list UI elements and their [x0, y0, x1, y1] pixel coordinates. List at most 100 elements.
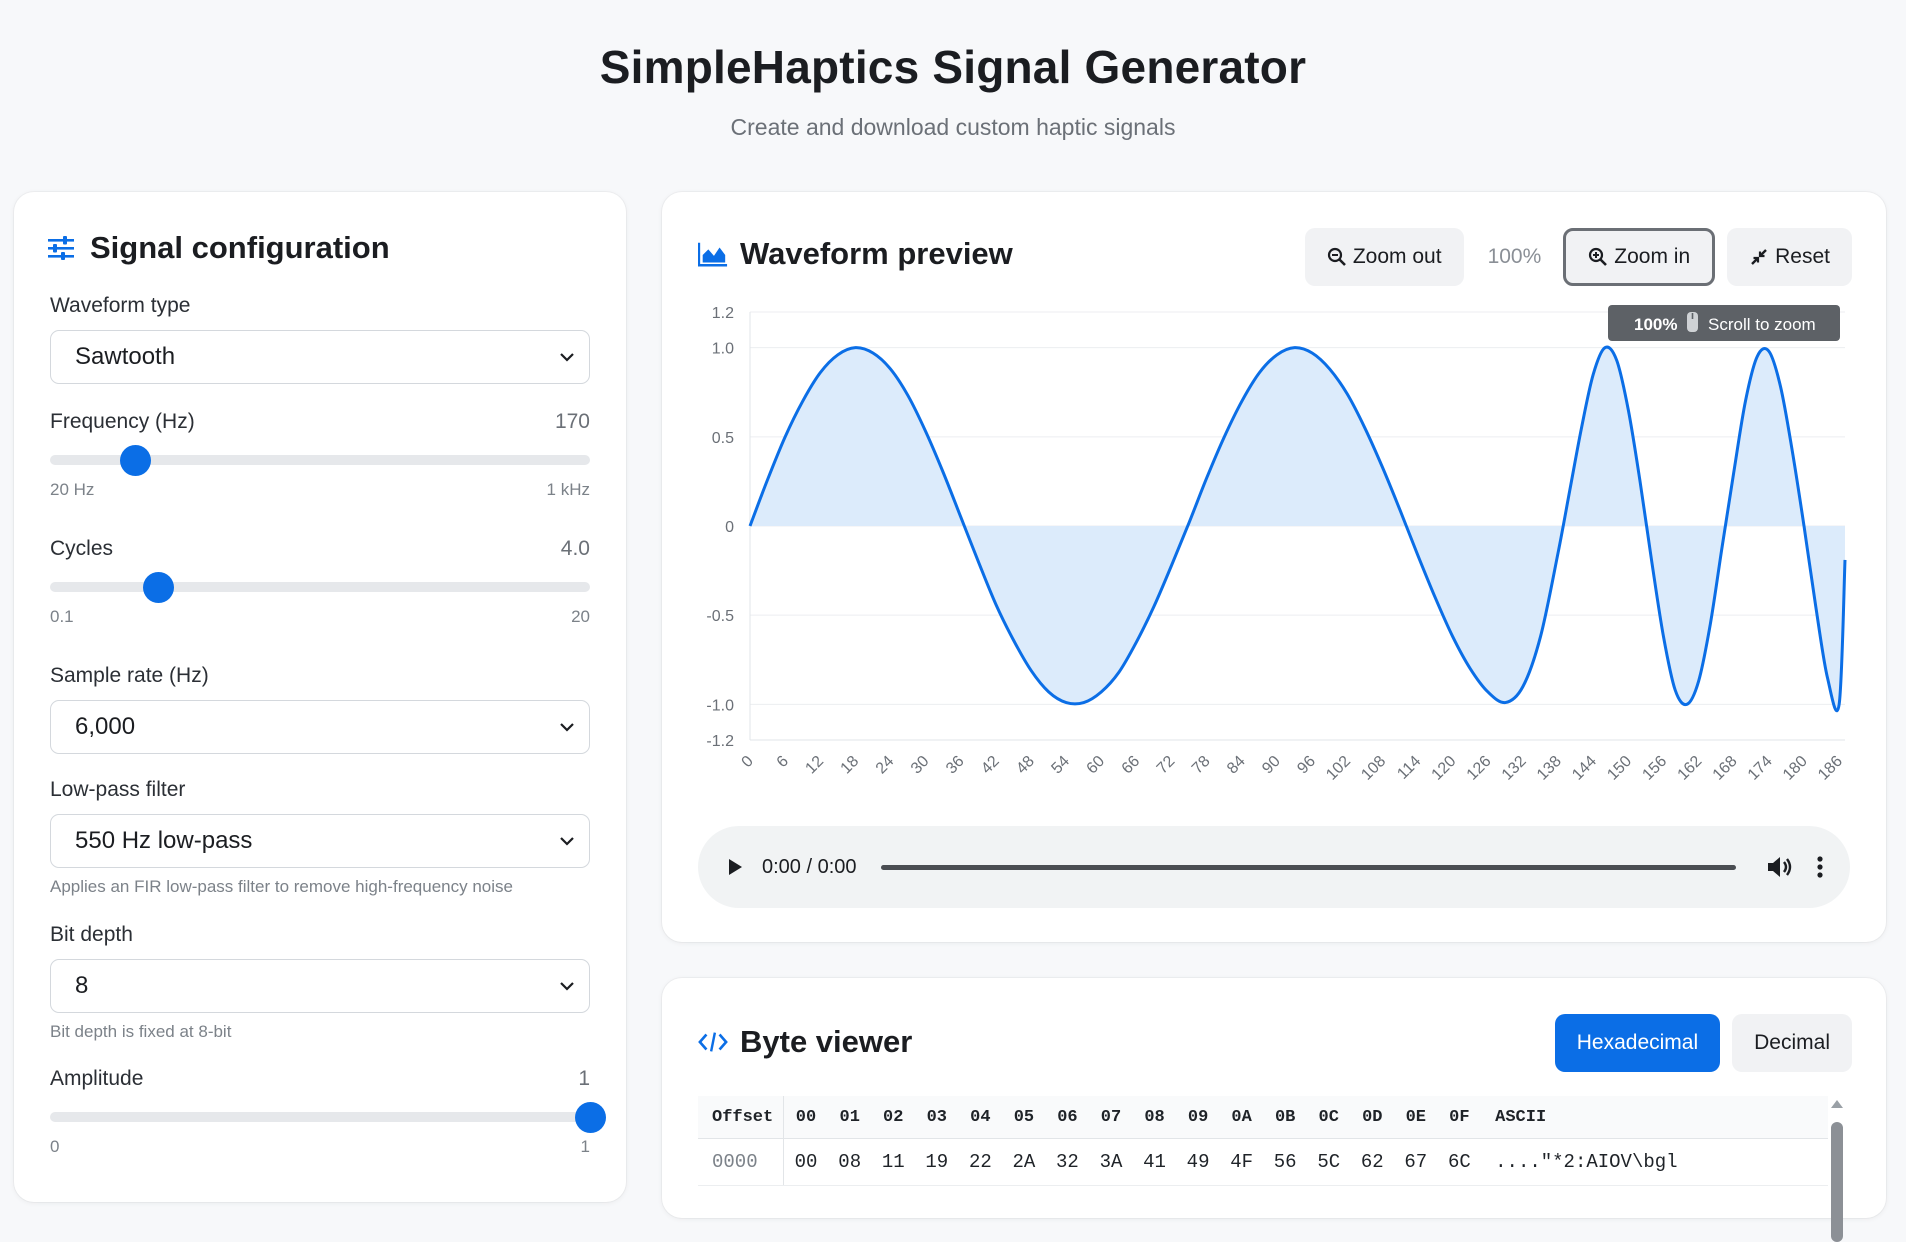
hex-col-header: 0E: [1394, 1096, 1438, 1139]
byte-cell[interactable]: 49: [1176, 1138, 1220, 1186]
chevron-down-icon: [560, 837, 574, 846]
signal-config-panel: Signal configuration Waveform type Sawto…: [14, 192, 626, 1202]
byte-cell[interactable]: 11: [871, 1138, 916, 1186]
byte-cell[interactable]: 32: [1045, 1138, 1090, 1186]
x-tick-label: 90: [1259, 753, 1284, 778]
cycles-field: Cycles 4.0 0.1 20: [50, 537, 590, 627]
volume-icon[interactable]: [1766, 855, 1794, 879]
zoom-in-button[interactable]: Zoom in: [1563, 228, 1716, 286]
amplitude-slider[interactable]: [50, 1101, 606, 1133]
scrollbar-thumb[interactable]: [1831, 1122, 1843, 1242]
waveform-preview-heading: Waveform preview: [698, 236, 1013, 272]
amplitude-value: 1: [578, 1067, 590, 1090]
waveform-type-select[interactable]: Sawtooth: [50, 330, 590, 384]
x-tick-label: 150: [1604, 753, 1635, 784]
cycles-slider[interactable]: [50, 571, 590, 603]
slider-thumb[interactable]: [575, 1102, 606, 1133]
waveform-chart[interactable]: 1.21.00.50-0.5-1.0-1.2 0 6 12 18 24 30 36 42 48 5…: [662, 300, 1886, 820]
byte-cell[interactable]: 5C: [1306, 1138, 1351, 1186]
x-tick-label: 96: [1294, 753, 1319, 778]
slider-thumb[interactable]: [119, 445, 151, 476]
row-offset: 0000: [698, 1138, 784, 1186]
byte-cell[interactable]: 62: [1350, 1138, 1395, 1186]
byte-cell[interactable]: 08: [827, 1138, 872, 1186]
zoom-in-icon: [1589, 247, 1608, 266]
scroll-up-icon[interactable]: [1831, 1100, 1843, 1108]
lowpass-select[interactable]: 550 Hz low-pass: [50, 814, 590, 868]
byte-viewer-heading: Byte viewer: [698, 1024, 912, 1060]
frequency-slider[interactable]: [50, 444, 590, 476]
hexadecimal-label: Hexadecimal: [1576, 1031, 1699, 1054]
frequency-value: 170: [554, 410, 590, 433]
byte-cell[interactable]: 4F: [1219, 1138, 1264, 1186]
x-tick-label: 132: [1499, 753, 1530, 784]
byte-cell[interactable]: 41: [1132, 1138, 1177, 1186]
tooltip-zoom-level: 100%: [1634, 315, 1677, 334]
byte-cell[interactable]: 56: [1263, 1138, 1307, 1186]
hex-col-header: 01: [827, 1096, 872, 1139]
page-title: SimpleHaptics Signal Generator: [599, 41, 1307, 93]
chevron-down-icon: [560, 723, 574, 732]
byte-cell[interactable]: 00: [783, 1138, 828, 1186]
y-tick-label: -0.5: [706, 608, 734, 625]
x-tick-label: 102: [1323, 753, 1354, 784]
y-tick-label: -1.2: [706, 733, 734, 750]
reset-button[interactable]: Reset: [1727, 228, 1852, 286]
more-options-icon[interactable]: [1816, 855, 1824, 879]
byte-viewer-panel: Byte viewer Hexadecimal Decimal Offset 00…: [662, 978, 1886, 1242]
x-tick-label: 108: [1358, 753, 1389, 784]
cycles-value: 4.0: [560, 537, 590, 560]
table-scrollbar[interactable]: [1830, 1096, 1844, 1242]
byte-cell[interactable]: 3A: [1089, 1138, 1133, 1186]
page-subtitle: Create and download custom haptic signal…: [730, 114, 1176, 140]
slider-track: [50, 582, 590, 592]
x-tick-label: 54: [1048, 753, 1073, 778]
audio-player: 0:00 / 0:00: [698, 826, 1850, 908]
hex-col-header: 0F: [1437, 1096, 1482, 1139]
amplitude-label: Amplitude: [50, 1067, 144, 1090]
hexadecimal-button[interactable]: Hexadecimal: [1554, 1014, 1721, 1072]
waveform-line: [748, 345, 1847, 713]
zoom-out-button[interactable]: Zoom out: [1304, 228, 1464, 286]
bit-depth-select[interactable]: 8: [50, 959, 590, 1013]
play-icon[interactable]: [726, 857, 744, 877]
x-tick-label: 0: [739, 753, 757, 771]
slider-track: [50, 1112, 590, 1122]
x-tick-label: 156: [1639, 753, 1670, 784]
byte-cell[interactable]: 67: [1394, 1138, 1438, 1186]
byte-cell[interactable]: 22: [958, 1138, 1003, 1186]
area-chart-icon: [698, 239, 728, 269]
decimal-button[interactable]: Decimal: [1732, 1014, 1852, 1072]
amplitude-min-label: 0: [50, 1137, 60, 1156]
sample-rate-label: Sample rate (Hz): [50, 664, 209, 687]
x-tick-label: 24: [873, 753, 898, 778]
byte-cell[interactable]: 6C: [1437, 1138, 1482, 1186]
x-tick-label: 174: [1745, 753, 1776, 784]
hex-col-header: 0A: [1219, 1096, 1264, 1139]
x-tick-label: 168: [1710, 753, 1741, 784]
x-tick-label: 36: [943, 753, 968, 778]
waveform-preview-title: Waveform preview: [740, 236, 1013, 271]
tooltip-hint: Scroll to zoom: [1708, 315, 1816, 334]
frequency-label: Frequency (Hz): [50, 410, 195, 433]
hex-col-header: 07: [1089, 1096, 1133, 1139]
cycles-min-label: 0.1: [50, 607, 74, 626]
signal-config-heading: Signal configuration: [48, 230, 390, 266]
bit-depth-hint: Bit depth is fixed at 8-bit: [50, 1022, 232, 1041]
bit-depth-field: Bit depth 8 Bit depth is fixed at 8-bit: [50, 923, 590, 1042]
amplitude-field: Amplitude 1 0 1: [50, 1067, 606, 1157]
byte-cell[interactable]: 19: [915, 1138, 959, 1186]
page-header: SimpleHaptics Signal Generator Create an…: [0, 0, 1906, 141]
zoom-level: 100%: [1487, 245, 1542, 268]
zoom-controls: Zoom out 100% Zoom in Reset: [1304, 228, 1852, 286]
x-tick-label: 18: [838, 753, 863, 778]
slider-thumb[interactable]: [143, 572, 174, 603]
sample-rate-select[interactable]: 6,000: [50, 700, 590, 754]
cycles-max-label: 20: [571, 607, 590, 626]
hex-col-header: 0D: [1350, 1096, 1395, 1139]
byte-cell[interactable]: 2A: [1002, 1138, 1046, 1186]
audio-progress-bar[interactable]: [880, 864, 1736, 870]
y-tick-label: -1.0: [706, 697, 734, 714]
x-tick-label: 144: [1569, 753, 1600, 784]
x-tick-label: 48: [1013, 753, 1038, 778]
